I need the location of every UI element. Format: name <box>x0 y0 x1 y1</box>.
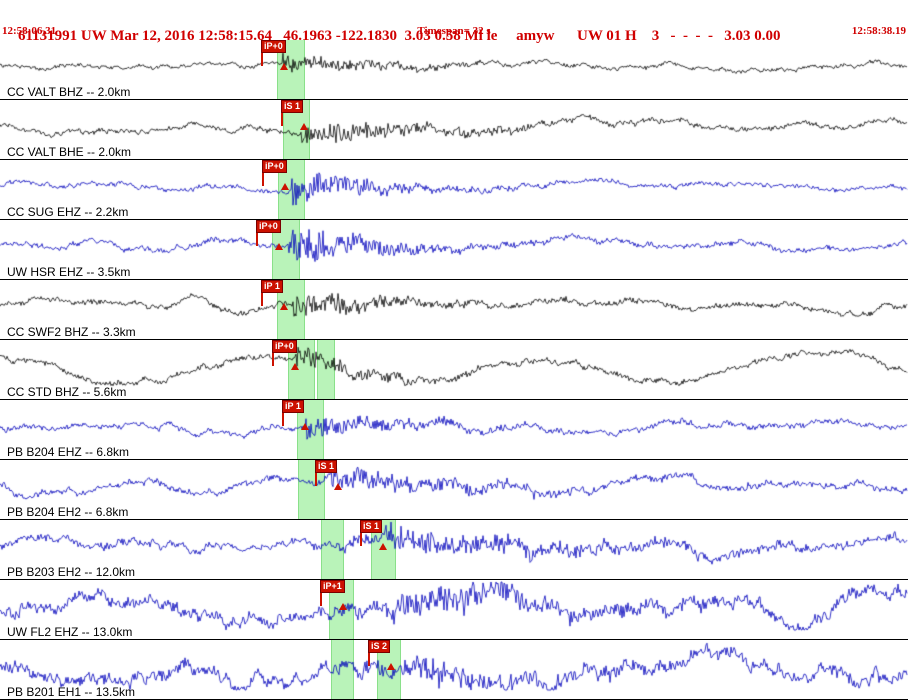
timespan-label: Timespan= 32 s <box>417 25 491 37</box>
pick-time-tick <box>262 160 264 186</box>
trace-panel: iS 1 PB B203 EH2 -- 12.0km <box>0 520 908 580</box>
window-end-time: 12:58:38.19 <box>851 25 906 37</box>
phase-pick-label: iS 1 <box>318 461 335 471</box>
phase-pick-flag[interactable]: iP+0 <box>272 340 297 353</box>
pick-caret-icon <box>291 363 299 370</box>
trace-panel: iS 2 PB B201 EH1 -- 13.5km <box>0 640 908 700</box>
waveform-canvas[interactable] <box>0 160 908 219</box>
station-channel-label: PB B203 EH2 -- 12.0km <box>7 565 136 579</box>
phase-pick-label: iP 1 <box>285 401 301 411</box>
trace-panel: iP+1 UW FL2 EHZ -- 13.0km <box>0 580 908 640</box>
waveform-canvas[interactable] <box>0 40 908 99</box>
pick-caret-icon <box>387 663 395 670</box>
station-channel-label: CC SUG EHZ -- 2.2km <box>7 205 129 219</box>
phase-pick-label: iP+0 <box>259 221 278 231</box>
station-channel-label: UW HSR EHZ -- 3.5km <box>7 265 131 279</box>
pick-caret-icon <box>301 423 309 430</box>
trace-panel: iP+0 CC STD BHZ -- 5.6km <box>0 340 908 400</box>
pick-caret-icon <box>379 543 387 550</box>
phase-pick-flag[interactable]: iP 1 <box>282 400 304 413</box>
pick-time-tick <box>261 280 263 306</box>
waveform-canvas[interactable] <box>0 220 908 279</box>
phase-pick-flag[interactable]: iP+0 <box>262 160 287 173</box>
pick-time-tick <box>256 220 258 246</box>
trace-list: iP+0 CC VALT BHZ -- 2.0km iS 1 CC VALT BHE … <box>0 40 908 700</box>
phase-pick-flag[interactable]: iS 1 <box>360 520 383 533</box>
window-start-time: 12:58:06.31 <box>2 25 57 37</box>
waveform-canvas[interactable] <box>0 580 908 639</box>
phase-pick-flag[interactable]: iP+0 <box>261 40 286 53</box>
pick-time-tick <box>315 460 317 486</box>
pick-caret-icon <box>339 603 347 610</box>
pick-time-tick <box>272 340 274 366</box>
phase-pick-label: iS 1 <box>284 101 301 111</box>
station-channel-label: PB B201 EH1 -- 13.5km <box>7 685 136 699</box>
phase-pick-flag[interactable]: iS 2 <box>368 640 391 653</box>
pick-caret-icon <box>281 183 289 190</box>
station-channel-label: CC STD BHZ -- 5.6km <box>7 385 127 399</box>
phase-pick-label: iP+1 <box>323 581 342 591</box>
phase-pick-label: iP+0 <box>275 341 294 351</box>
station-channel-label: CC VALT BHE -- 2.0km <box>7 145 132 159</box>
trace-panel: iP+0 CC VALT BHZ -- 2.0km <box>0 40 908 100</box>
waveform-canvas[interactable] <box>0 640 908 699</box>
trace-panel: iP+0 UW HSR EHZ -- 3.5km <box>0 220 908 280</box>
station-channel-label: PB B204 EHZ -- 6.8km <box>7 445 130 459</box>
waveform-canvas[interactable] <box>0 340 908 399</box>
pick-caret-icon <box>334 483 342 490</box>
pick-caret-icon <box>300 123 308 130</box>
phase-pick-label: iP+0 <box>264 41 283 51</box>
phase-pick-flag[interactable]: iS 1 <box>315 460 338 473</box>
phase-pick-label: iP+0 <box>265 161 284 171</box>
pick-caret-icon <box>280 303 288 310</box>
pick-time-tick <box>281 100 283 126</box>
pick-time-tick <box>261 40 263 66</box>
trace-panel: iS 1 CC VALT BHE -- 2.0km <box>0 100 908 160</box>
pick-time-tick <box>360 520 362 546</box>
waveform-canvas[interactable] <box>0 460 908 519</box>
pick-time-tick <box>282 400 284 426</box>
pick-caret-icon <box>275 243 283 250</box>
station-channel-label: CC VALT BHZ -- 2.0km <box>7 85 131 99</box>
trace-panel: iP+0 CC SUG EHZ -- 2.2km <box>0 160 908 220</box>
waveform-canvas[interactable] <box>0 280 908 339</box>
pick-caret-icon <box>280 63 288 70</box>
phase-pick-flag[interactable]: iS 1 <box>281 100 304 113</box>
time-bar: 12:58:06.31 Timespan= 32 s 12:58:38.19 <box>0 25 908 40</box>
event-header: 61131991 UW Mar 12, 2016 12:58:15.64 46.… <box>0 0 908 44</box>
pick-time-tick <box>368 640 370 666</box>
phase-pick-flag[interactable]: iP+1 <box>320 580 345 593</box>
phase-pick-flag[interactable]: iP 1 <box>261 280 283 293</box>
phase-pick-label: iP 1 <box>264 281 280 291</box>
trace-panel: iP 1 PB B204 EHZ -- 6.8km <box>0 400 908 460</box>
trace-panel: iS 1 PB B204 EH2 -- 6.8km <box>0 460 908 520</box>
waveform-canvas[interactable] <box>0 100 908 159</box>
station-channel-label: PB B204 EH2 -- 6.8km <box>7 505 129 519</box>
phase-pick-label: iS 1 <box>363 521 380 531</box>
pick-time-tick <box>320 580 322 606</box>
waveform-canvas[interactable] <box>0 400 908 459</box>
waveform-canvas[interactable] <box>0 520 908 579</box>
phase-pick-flag[interactable]: iP+0 <box>256 220 281 233</box>
phase-pick-label: iS 2 <box>371 641 388 651</box>
trace-panel: iP 1 CC SWF2 BHZ -- 3.3km <box>0 280 908 340</box>
station-channel-label: UW FL2 EHZ -- 13.0km <box>7 625 133 639</box>
station-channel-label: CC SWF2 BHZ -- 3.3km <box>7 325 136 339</box>
